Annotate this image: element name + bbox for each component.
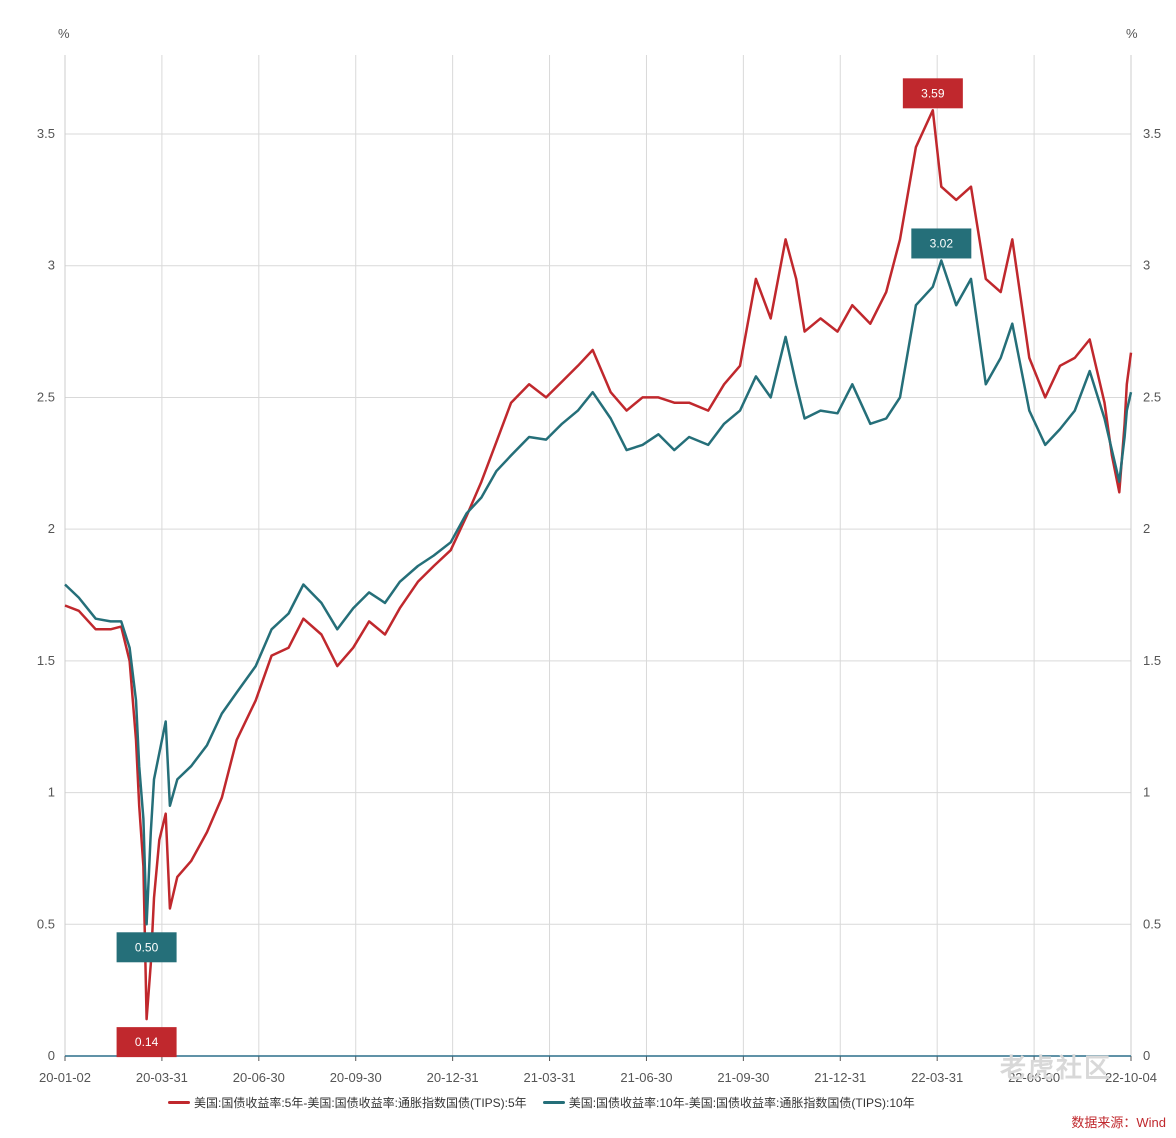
legend-label-10y: 美国:国债收益率:10年-美国:国债收益率:通胀指数国债(TIPS):10年	[568, 1096, 915, 1110]
data-label-box	[116, 1027, 177, 1058]
legend-item-5y[interactable]: 美国:国债收益率:5年-美国:国债收益率:通胀指数国债(TIPS):5年	[168, 1094, 527, 1111]
y-tick-label-right: 0	[1143, 1048, 1150, 1063]
series-line-0	[64, 109, 1133, 1021]
x-tick-label: 21-06-30	[620, 1070, 672, 1085]
legend-swatch-5y	[168, 1101, 190, 1104]
y-tick-label-left: 3	[48, 258, 55, 273]
data-label-text: 3.02	[930, 236, 954, 250]
x-tick-label: 20-06-30	[233, 1070, 285, 1085]
y-tick-label-right: 3	[1143, 258, 1150, 273]
data-label-text: 0.50	[135, 940, 159, 954]
y-tick-label-left: 2	[48, 521, 55, 536]
y-unit-right: %	[1126, 26, 1138, 41]
x-tick-label: 21-09-30	[717, 1070, 769, 1085]
data-label-box	[116, 932, 177, 963]
x-tick-label: 20-01-02	[39, 1070, 91, 1085]
axes: 0 0 0.5 0.5 1 1 1.5 1.5 2 2 2.5 2.5 3 3 3.5 3.5 20-01-02…	[37, 55, 1161, 1085]
grid	[65, 55, 1131, 1057]
y-tick-label-left: 0.5	[37, 916, 55, 931]
y-tick-label-right: 1	[1143, 785, 1150, 800]
data-label-box	[911, 228, 972, 259]
series-line-1	[64, 259, 1133, 926]
x-tick-label: 22-10-04	[1105, 1070, 1157, 1085]
data-label-box	[902, 78, 963, 109]
data-labels: 0.14 3.59 0.50 3.02	[116, 78, 972, 1058]
data-label-text: 3.59	[921, 86, 945, 100]
legend: 美国:国债收益率:5年-美国:国债收益率:通胀指数国债(TIPS):5年 美国:…	[168, 1094, 915, 1111]
series-lines	[64, 109, 1133, 1021]
legend-item-10y[interactable]: 美国:国债收益率:10年-美国:国债收益率:通胀指数国债(TIPS):10年	[542, 1094, 915, 1111]
y-tick-label-left: 2.5	[37, 389, 55, 404]
data-source: 数据来源：Wind	[1071, 1115, 1166, 1130]
x-tick-label: 22-03-31	[911, 1070, 963, 1085]
x-tick-label: 20-03-31	[136, 1070, 188, 1085]
data-label-text: 0.14	[135, 1035, 159, 1049]
y-tick-label-left: 0	[48, 1048, 55, 1063]
y-tick-label-left: 1.5	[37, 653, 55, 668]
x-tick-label: 21-12-31	[814, 1070, 866, 1085]
watermark: 老虎社区	[1000, 1053, 1113, 1083]
y-tick-label-left: 3.5	[37, 126, 55, 141]
y-tick-label-right: 2	[1143, 521, 1150, 536]
x-tick-label: 21-03-31	[524, 1070, 576, 1085]
legend-swatch-10y	[542, 1101, 565, 1104]
y-unit-left: %	[58, 26, 70, 41]
y-tick-label-right: 2.5	[1143, 389, 1161, 404]
x-tick-label: 22-06-30	[1008, 1070, 1060, 1085]
y-tick-label-right: 0.5	[1143, 916, 1161, 931]
y-tick-label-right: 1.5	[1143, 653, 1161, 668]
x-tick-label: 20-12-31	[427, 1070, 479, 1085]
legend-label-5y: 美国:国债收益率:5年-美国:国债收益率:通胀指数国债(TIPS):5年	[194, 1096, 527, 1110]
y-tick-label-left: 1	[48, 785, 55, 800]
y-tick-label-right: 3.5	[1143, 126, 1161, 141]
x-tick-label: 20-09-30	[330, 1070, 382, 1085]
